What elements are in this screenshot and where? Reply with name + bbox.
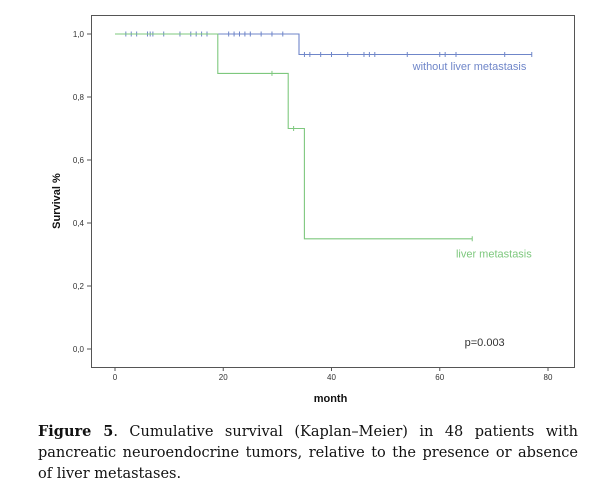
- y-tick-label: 0,4: [73, 219, 85, 228]
- x-tick-label: 20: [219, 373, 228, 382]
- y-tick-label: 0,0: [73, 345, 85, 354]
- y-axis-title: Survival %: [51, 173, 63, 229]
- y-tick-label: 0,8: [73, 93, 85, 102]
- survival-step-line: [115, 33, 473, 240]
- y-tick-label: 0,2: [73, 282, 85, 291]
- x-tick-label: 40: [327, 373, 336, 382]
- x-tick-label: 80: [544, 373, 553, 382]
- series-2: [115, 33, 473, 242]
- survival-step-line: [115, 33, 532, 56]
- series-1: [115, 31, 533, 57]
- y-tick-label: 0,6: [73, 156, 85, 165]
- x-tick-label: 60: [435, 373, 444, 382]
- plot-area: [91, 15, 575, 368]
- chart-annotation: without liver metastasis: [412, 61, 527, 73]
- figure-caption-text: . Cumulative survival (Kaplan–Meier) in …: [38, 424, 578, 482]
- x-tick-label: 0: [113, 373, 118, 382]
- figure-caption: Figure 5. Cumulative survival (Kaplan–Me…: [38, 421, 578, 485]
- y-tick-label: 1,0: [73, 30, 85, 39]
- figure-label: Figure 5: [38, 423, 114, 440]
- survival-chart: 0 20 40 60 80 0,0 0,2 0,4 0,6 0,8 1,0 without live…: [51, 15, 575, 405]
- chart-annotation: p=0.003: [465, 337, 505, 349]
- x-axis-title: month: [314, 393, 348, 405]
- chart-annotation: liver metastasis: [456, 249, 532, 261]
